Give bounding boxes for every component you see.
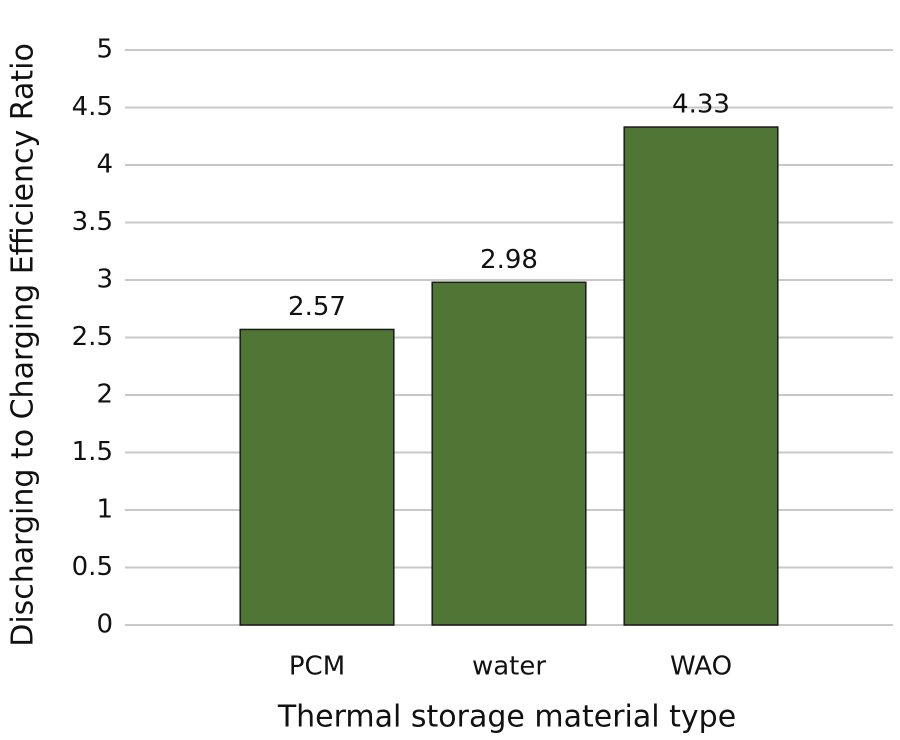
y-tick-label: 0.5 (72, 552, 113, 582)
bar (239, 328, 395, 626)
y-tick-label: 0 (96, 610, 113, 640)
x-tick-label: WAO (670, 652, 732, 682)
y-tick-label: 3 (96, 265, 113, 295)
value-label: 2.98 (480, 245, 538, 275)
y-tick-label: 2 (96, 380, 113, 410)
x-tick-label: PCM (289, 652, 345, 682)
y-tick-label: 4 (96, 150, 113, 180)
bar (623, 126, 779, 626)
x-tick-label: water (472, 652, 546, 682)
y-tick-label: 1 (96, 495, 113, 525)
y-tick-label: 4.5 (72, 92, 113, 122)
y-tick-label: 2.5 (72, 322, 113, 352)
value-label: 2.57 (288, 292, 346, 322)
bar (431, 281, 587, 626)
y-tick-label: 1.5 (72, 437, 113, 467)
y-axis-title: Discharging to Charging Efficiency Ratio (6, 43, 41, 647)
y-tick-label: 5 (96, 35, 113, 65)
y-tick-label: 3.5 (72, 207, 113, 237)
value-label: 4.33 (672, 90, 730, 120)
x-axis-title: Thermal storage material type (277, 700, 736, 735)
